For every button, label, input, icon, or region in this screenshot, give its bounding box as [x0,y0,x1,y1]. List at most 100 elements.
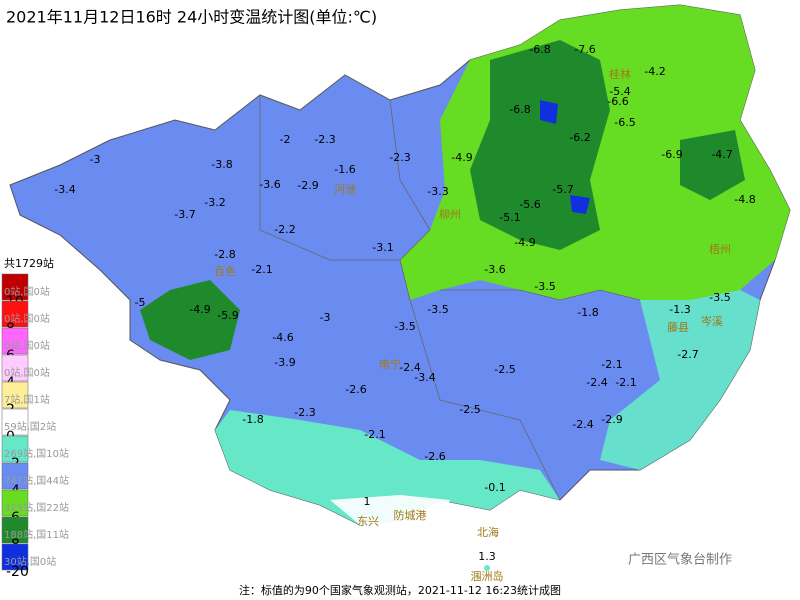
station-value: -2.4 [572,418,593,431]
legend-total: 共1729站 [4,256,54,270]
station-value: -3.6 [484,263,505,276]
place-name: 桂林 [609,67,631,81]
station-value: -1.8 [242,413,263,426]
legend-count: 0站,国0站 [4,312,50,325]
place-name: 东兴 [357,515,379,528]
legend: 0站,国0站100站,国0站80站,国0站60站,国0站47站,国1站259站,… [1,273,69,580]
station-value: -3.1 [372,241,393,254]
legend-swatch [1,381,29,409]
station-value: -2.2 [274,223,295,236]
station-value: 1.3 [478,550,496,563]
place-name: 北海 [477,525,499,539]
legend-count: 188站,国11站 [4,528,69,541]
station-value: -3.5 [709,291,730,304]
station-value: -3.2 [204,196,225,209]
place-name: 防城港 [394,508,427,522]
station-value: -4.7 [711,148,732,161]
station-value: -2.6 [345,383,366,396]
station-value: -2.1 [615,376,636,389]
station-value: -6.5 [614,116,635,129]
station-value: -2.8 [214,248,235,261]
legend-bound: -20 [6,564,29,580]
station-value: -6.2 [569,131,590,144]
station-value: -2.4 [586,376,607,389]
legend-swatch [1,435,29,463]
legend-count: 429站,国22站 [4,501,69,514]
place-name: 南宁 [379,357,401,371]
station-value: -3.5 [427,303,448,316]
station-value: -3.4 [414,371,435,384]
station-value: -2.9 [601,413,622,426]
station-value: -3.7 [174,208,195,221]
station-value: -5.6 [519,198,540,211]
station-value: -7.6 [574,43,595,56]
station-value: -6.9 [661,148,682,161]
station-value: -2.6 [424,450,445,463]
legend-count: 30站,国0站 [4,555,56,568]
station-value: -6.8 [529,43,550,56]
legend-swatch [1,543,29,571]
footer: 注：标值的为90个国家气象观测站，2021-11-12 16:23统计成图 [239,583,561,597]
station-value: -2.1 [251,263,272,276]
legend-count: 747站,国44站 [4,474,69,487]
station-value: -2.4 [399,361,420,374]
temperature-field [9,4,791,571]
station-value: -6.8 [509,103,530,116]
station-value: -4.9 [514,236,535,249]
station-value: -6.6 [607,95,628,108]
station-value: -1.8 [577,306,598,319]
station-value: -5 [135,296,146,309]
place-name: 百色 [214,264,236,278]
station-value: -3.4 [54,183,75,196]
station-values: -3.4 -3 -3.7 -3.2 -3.8 -2 -2.3 -3.6 -2.9 -1.6 -2.3… [54,43,755,563]
station-value: -2.3 [294,406,315,419]
station-value: -2.5 [459,403,480,416]
station-value: -2.7 [677,348,698,361]
station-value: -3.9 [274,356,295,369]
legend-swatch [1,327,29,355]
place-name: 河池 [334,183,356,196]
credit: 广西区气象台制作 [628,552,732,568]
place-name: 柳州 [439,207,461,221]
station-value: -2 [280,133,291,146]
legend-swatch [1,516,29,544]
station-value: -5.4 [609,85,630,98]
legend-count: 0站,国0站 [4,366,50,379]
station-value: -2.5 [494,363,515,376]
legend-swatch [1,462,29,490]
station-value: -4.9 [451,151,472,164]
station-value: -3.5 [394,320,415,333]
legend-count: 7站,国1站 [4,393,50,406]
station-value: -1.6 [334,163,355,176]
station-value: -3 [320,311,331,324]
station-value: -2.9 [297,179,318,192]
station-value: -2.1 [601,358,622,371]
station-value: -5.1 [499,211,520,224]
station-value: -2.3 [314,133,335,146]
legend-count: 269站,国10站 [4,447,69,460]
station-value: -4.8 [734,193,755,206]
place-name: 岑溪 [701,315,723,328]
station-value: -3.8 [211,158,232,171]
legend-count: 59站,国2站 [4,420,56,433]
legend-count: 0站,国0站 [4,285,50,298]
legend-count: 0站,国0站 [4,339,50,352]
station-value: -3.6 [259,178,280,191]
place-name: 涠洲岛 [471,569,504,583]
legend-swatch [1,489,29,517]
station-value: -1.3 [669,303,690,316]
legend-swatch [1,300,29,328]
station-value: -4.2 [644,65,665,78]
legend-swatch [1,354,29,382]
station-value: -4.9 [189,303,210,316]
station-value: 1 [364,495,371,508]
station-value: -2.3 [389,151,410,164]
place-name: 梧州 [709,242,731,256]
title: 2021年11月12日16时 24小时变温统计图(单位:℃) [6,8,377,27]
station-value: -5.7 [552,183,573,196]
place-name: 藤县 [667,321,689,334]
station-value: -3.5 [534,280,555,293]
station-value: -3 [90,153,101,166]
